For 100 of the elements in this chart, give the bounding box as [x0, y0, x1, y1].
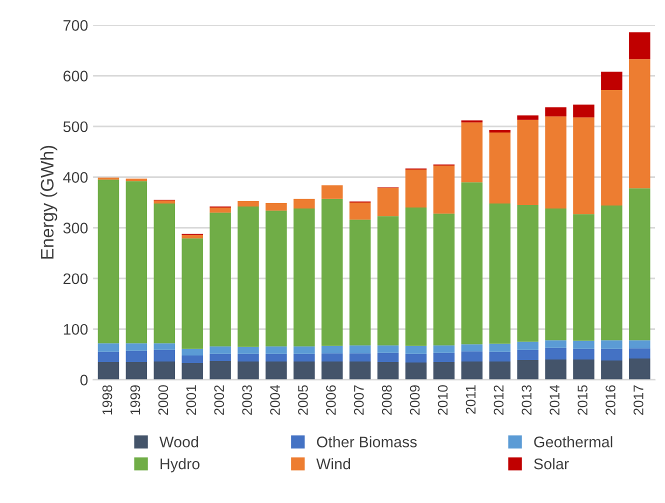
bar — [489, 344, 510, 352]
bar — [182, 234, 203, 238]
x-tick-label: 2016 — [606, 385, 616, 415]
bar — [433, 165, 455, 214]
bar — [154, 343, 176, 350]
bar — [98, 352, 120, 362]
bar — [461, 351, 483, 362]
bar — [98, 343, 120, 352]
bar — [489, 352, 510, 362]
bar — [238, 362, 259, 380]
bar — [461, 344, 483, 352]
bar — [573, 348, 594, 360]
bar — [461, 182, 483, 344]
bar — [573, 340, 594, 349]
x-tick-label: 2015 — [578, 385, 588, 415]
bar — [238, 354, 259, 362]
bar — [573, 360, 594, 380]
bar — [461, 122, 483, 182]
x-tick-label: 2009 — [410, 385, 420, 415]
bar — [489, 132, 510, 204]
bar — [573, 104, 594, 118]
bar — [405, 362, 427, 380]
bar — [377, 352, 399, 362]
y-tick-label: 0 — [80, 374, 88, 386]
bar — [601, 340, 622, 349]
bar — [349, 220, 371, 346]
x-tick-label: 2014 — [550, 385, 560, 415]
bar — [182, 355, 203, 364]
bar — [154, 350, 176, 362]
bar — [294, 354, 315, 362]
x-tick-label: 2000 — [158, 385, 168, 415]
y-tick-label: 200 — [64, 273, 88, 284]
bar — [294, 198, 315, 209]
bar — [266, 202, 287, 211]
bar — [182, 238, 203, 349]
bar — [601, 348, 622, 361]
bar — [266, 346, 287, 354]
bar — [573, 214, 594, 341]
bar — [629, 59, 650, 188]
bar — [601, 205, 622, 340]
bar — [322, 185, 343, 199]
bar — [545, 348, 566, 360]
bar — [182, 363, 203, 380]
x-tick-label: 1998 — [102, 385, 112, 414]
bar — [126, 343, 148, 351]
bar — [405, 354, 427, 363]
bar — [210, 208, 231, 213]
bar — [489, 203, 510, 344]
bar — [126, 362, 148, 380]
bar — [154, 200, 176, 204]
bar — [573, 117, 594, 214]
bar — [238, 206, 259, 347]
bar — [126, 350, 148, 362]
bar — [266, 210, 287, 346]
bar — [545, 360, 566, 380]
bar — [377, 216, 399, 346]
bar — [154, 203, 176, 344]
bar — [489, 130, 510, 133]
bar — [405, 170, 427, 208]
bar — [349, 202, 371, 220]
bar — [629, 358, 650, 380]
x-tick-label: 2012 — [494, 385, 504, 415]
bar — [98, 362, 120, 380]
x-tick-label: 2013 — [522, 385, 532, 415]
x-tick-label: 2003 — [242, 385, 252, 415]
x-tick-label: 2008 — [382, 385, 392, 415]
y-tick-label: 300 — [63, 222, 88, 234]
bar — [294, 346, 315, 354]
legend-label: Wood — [159, 436, 198, 448]
y-tick-label: 100 — [64, 324, 88, 335]
bar — [210, 346, 231, 354]
bar — [98, 180, 120, 344]
bar — [545, 340, 566, 348]
x-tick-label: 1999 — [130, 385, 140, 414]
bar — [601, 360, 622, 380]
x-tick-label: 2010 — [438, 385, 448, 415]
bar — [238, 200, 259, 207]
bar — [545, 208, 566, 340]
y-tick-label: 500 — [63, 121, 88, 132]
bar — [182, 348, 203, 356]
bar — [601, 90, 622, 206]
bar — [322, 362, 343, 380]
bar — [405, 208, 427, 346]
y-tick-label: 600 — [64, 70, 88, 82]
bar — [294, 208, 315, 346]
x-tick-label: 2007 — [354, 385, 364, 415]
bar — [126, 178, 148, 182]
bar — [433, 362, 455, 380]
bar — [433, 345, 455, 353]
y-axis-title: Energy (GWh) — [40, 146, 58, 259]
legend-label: Wind — [316, 458, 350, 470]
bar — [545, 107, 566, 116]
bar — [349, 362, 371, 380]
bar — [377, 345, 399, 353]
x-tick-label: 2011 — [466, 385, 476, 414]
x-tick-label: 2004 — [270, 385, 280, 415]
bar — [294, 362, 315, 380]
bar — [517, 120, 538, 205]
bar — [517, 115, 538, 120]
bar — [629, 348, 650, 358]
